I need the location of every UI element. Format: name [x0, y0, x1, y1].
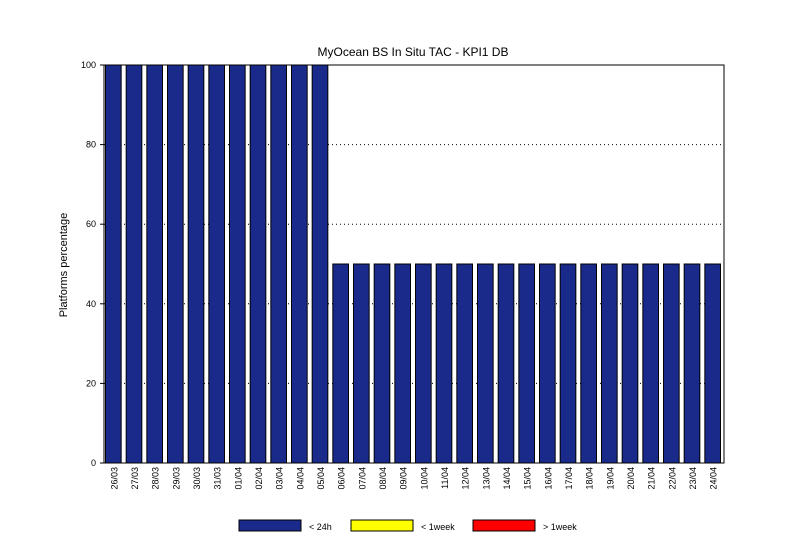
x-tick-label: 10/04	[419, 467, 429, 490]
x-tick-label: 08/04	[378, 467, 388, 490]
x-tick-label: 11/04	[440, 467, 450, 489]
bar	[291, 64, 308, 464]
bar	[518, 263, 535, 464]
legend: < 24h < 1week > 1week	[238, 519, 577, 532]
x-tick-label: 22/04	[667, 467, 677, 490]
y-tick-label: 80	[86, 140, 96, 150]
y-axis-ticks: 0 20 40 60 80 100	[81, 60, 104, 468]
bar	[539, 263, 556, 464]
chart-title: MyOcean BS In Situ TAC - KPI1 DB	[318, 45, 509, 59]
x-tick-label: 12/04	[461, 467, 471, 490]
bar	[456, 263, 474, 464]
x-axis-ticks: 26/03 27/03 28/03 29/03 30/03 31/03 01/04 02/04…	[109, 467, 718, 490]
y-axis-label: Platforms percentage	[58, 213, 70, 318]
x-tick-label: 21/04	[647, 467, 657, 490]
x-tick-label: 13/04	[481, 467, 491, 490]
x-tick-label: 09/04	[399, 467, 409, 490]
legend-label: < 24h	[309, 522, 332, 532]
x-tick-label: 02/04	[254, 467, 264, 490]
bar	[229, 64, 246, 464]
x-tick-label: 23/04	[688, 467, 698, 490]
bar	[477, 263, 494, 464]
legend-label: < 1week	[421, 522, 455, 532]
bar	[105, 64, 122, 464]
x-tick-label: 17/04	[564, 467, 574, 490]
x-tick-label: 01/04	[233, 467, 243, 490]
x-tick-label: 24/04	[709, 467, 719, 490]
x-tick-label: 30/03	[192, 467, 202, 490]
legend-swatch	[472, 519, 536, 532]
bar	[311, 64, 329, 464]
bar	[642, 263, 659, 464]
bar	[601, 263, 618, 464]
bar	[704, 263, 721, 464]
y-tick-label: 40	[86, 299, 96, 309]
x-tick-label: 07/04	[357, 467, 367, 490]
x-tick-label: 15/04	[523, 467, 533, 490]
bar	[435, 263, 453, 464]
bar	[373, 263, 391, 464]
legend-swatch	[238, 519, 302, 532]
bar	[270, 64, 288, 464]
bar	[249, 64, 267, 464]
grid-lines	[104, 144, 724, 384]
x-tick-label: 26/03	[109, 467, 119, 490]
y-tick-label: 0	[91, 458, 96, 468]
bar	[167, 64, 184, 464]
bar	[208, 64, 225, 464]
bar	[415, 263, 432, 464]
x-tick-label: 14/04	[502, 467, 512, 490]
bar	[394, 263, 412, 464]
x-tick-label: 31/03	[213, 467, 223, 490]
legend-label: > 1week	[543, 522, 577, 532]
y-tick-label: 20	[86, 378, 96, 388]
x-tick-label: 03/04	[275, 467, 285, 490]
bar	[663, 263, 680, 464]
bar	[353, 263, 370, 464]
x-tick-label: 16/04	[543, 467, 553, 490]
plot-frame	[103, 64, 725, 464]
x-tick-label: 04/04	[295, 467, 305, 490]
bar	[125, 64, 143, 464]
x-tick-label: 20/04	[626, 467, 636, 490]
bar	[683, 263, 701, 464]
bar	[497, 263, 515, 464]
bar	[621, 263, 639, 464]
y-tick-label: 60	[86, 219, 96, 229]
legend-swatch	[350, 519, 414, 532]
bar	[580, 263, 597, 464]
x-tick-label: 19/04	[605, 467, 615, 490]
bar	[332, 263, 350, 464]
x-tick-label: 06/04	[337, 467, 347, 490]
bar	[146, 64, 163, 464]
y-tick-label: 100	[81, 60, 96, 70]
x-tick-label: 27/03	[130, 467, 140, 490]
bar	[187, 64, 205, 464]
bar	[559, 263, 577, 464]
x-tick-label: 05/04	[316, 467, 326, 490]
x-tick-label: 18/04	[585, 467, 595, 490]
x-tick-label: 29/03	[171, 467, 181, 490]
x-tick-label: 28/03	[151, 467, 161, 490]
bars	[105, 64, 721, 464]
